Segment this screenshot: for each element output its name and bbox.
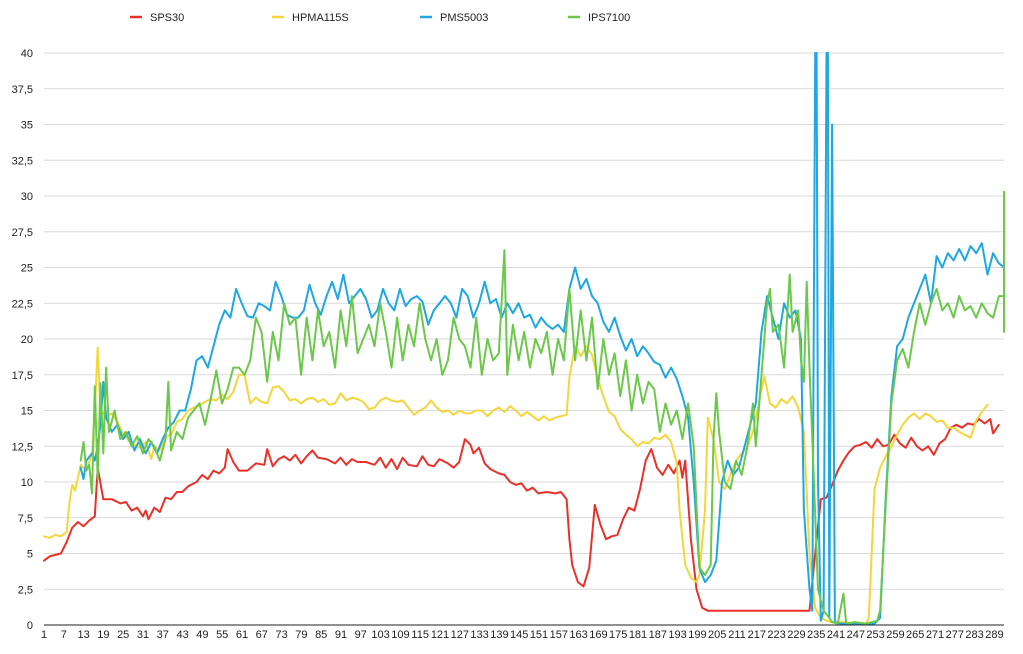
x-tick-label: 211 bbox=[728, 629, 746, 641]
y-tick-label: 12,5 bbox=[12, 441, 33, 453]
x-tick-label: 139 bbox=[490, 629, 508, 641]
x-tick-label: 145 bbox=[510, 629, 528, 641]
x-tick-label: 247 bbox=[847, 629, 865, 641]
y-tick-label: 7,5 bbox=[18, 513, 33, 525]
y-tick-label: 27,5 bbox=[12, 227, 33, 239]
grid-lines bbox=[44, 52, 1004, 590]
y-tick-label: 32,5 bbox=[12, 155, 33, 167]
x-tick-label: 91 bbox=[335, 629, 347, 641]
x-tick-label: 151 bbox=[530, 629, 548, 641]
y-tick-label: 10 bbox=[21, 477, 33, 489]
x-tick-label: 79 bbox=[295, 629, 307, 641]
y-tick-label: 37,5 bbox=[12, 84, 33, 96]
x-tick-label: 1 bbox=[41, 629, 47, 641]
x-tick-label: 175 bbox=[609, 629, 627, 641]
x-tick-label: 163 bbox=[569, 629, 587, 641]
x-tick-label: 193 bbox=[668, 629, 686, 641]
x-tick-label: 43 bbox=[176, 629, 188, 641]
y-tick-label: 0 bbox=[27, 620, 33, 632]
legend-label: PMS5003 bbox=[440, 12, 488, 24]
x-tick-label: 49 bbox=[196, 629, 208, 641]
series-line-ips7100 bbox=[79, 190, 1005, 625]
x-tick-label: 97 bbox=[355, 629, 367, 641]
x-tick-label: 13 bbox=[77, 629, 89, 641]
x-tick-label: 109 bbox=[391, 629, 409, 641]
y-tick-label: 30 bbox=[21, 191, 33, 203]
x-tick-label: 265 bbox=[906, 629, 924, 641]
x-tick-label: 67 bbox=[256, 629, 268, 641]
series-lines bbox=[43, 52, 1005, 625]
x-tick-label: 199 bbox=[688, 629, 706, 641]
x-tick-label: 121 bbox=[431, 629, 449, 641]
y-tick-label: 20 bbox=[21, 334, 33, 346]
x-tick-label: 235 bbox=[807, 629, 825, 641]
x-tick-label: 229 bbox=[787, 629, 805, 641]
x-tick-label: 85 bbox=[315, 629, 327, 641]
x-tick-label: 187 bbox=[649, 629, 667, 641]
y-tick-label: 15 bbox=[21, 406, 33, 418]
x-tick-label: 181 bbox=[629, 629, 647, 641]
legend: SPS30 HPMA115S PMS5003 IPS7100 bbox=[130, 12, 630, 24]
x-tick-label: 133 bbox=[470, 629, 488, 641]
x-tick-label: 127 bbox=[451, 629, 469, 641]
y-tick-label: 35 bbox=[21, 120, 33, 132]
y-tick-label: 40 bbox=[21, 48, 33, 60]
x-tick-label: 61 bbox=[236, 629, 248, 641]
y-tick-label: 22,5 bbox=[12, 298, 33, 310]
x-tick-label: 157 bbox=[550, 629, 568, 641]
x-tick-label: 253 bbox=[866, 629, 884, 641]
x-tick-label: 289 bbox=[985, 629, 1003, 641]
legend-label: SPS30 bbox=[150, 12, 184, 24]
x-tick-label: 241 bbox=[827, 629, 845, 641]
y-tick-label: 25 bbox=[21, 263, 33, 275]
x-tick-label: 115 bbox=[411, 629, 429, 641]
series-line-sps30 bbox=[43, 418, 1000, 612]
x-tick-label: 223 bbox=[767, 629, 785, 641]
x-tick-label: 25 bbox=[117, 629, 129, 641]
x-tick-label: 259 bbox=[886, 629, 904, 641]
x-tick-label: 205 bbox=[708, 629, 726, 641]
x-tick-label: 19 bbox=[97, 629, 109, 641]
y-tick-label: 5 bbox=[27, 549, 33, 561]
x-tick-label: 7 bbox=[61, 629, 67, 641]
x-tick-label: 37 bbox=[157, 629, 169, 641]
x-tick-label: 103 bbox=[371, 629, 389, 641]
x-tick-label: 271 bbox=[926, 629, 944, 641]
x-tick-label: 73 bbox=[275, 629, 287, 641]
series-line-pms5003 bbox=[79, 52, 1005, 625]
legend-label: IPS7100 bbox=[588, 12, 630, 24]
x-tick-label: 55 bbox=[216, 629, 228, 641]
x-axis-ticks: 1 7 13 19 25 31 37 43 49 55 61 67 73 79 85 91 97 103 109 11… bbox=[41, 629, 1004, 641]
y-tick-label: 2,5 bbox=[18, 584, 33, 596]
x-tick-label: 31 bbox=[137, 629, 149, 641]
y-tick-label: 17,5 bbox=[12, 370, 33, 382]
x-tick-label: 277 bbox=[946, 629, 964, 641]
x-tick-label: 169 bbox=[589, 629, 607, 641]
x-tick-label: 217 bbox=[748, 629, 766, 641]
x-tick-label: 283 bbox=[965, 629, 983, 641]
y-axis-ticks: 0 2,5 5 7,5 10 12,5 15 17,5 20 22,5 25 27,5 30 32,5 35… bbox=[12, 48, 33, 632]
legend-label: HPMA115S bbox=[292, 12, 349, 24]
